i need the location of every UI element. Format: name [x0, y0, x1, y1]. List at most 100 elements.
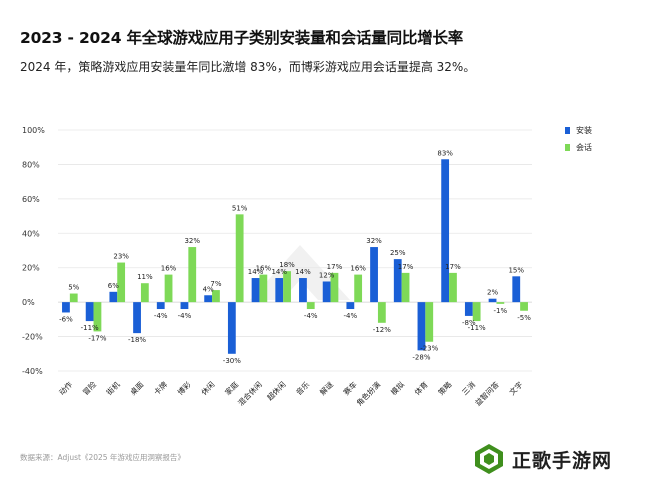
- bar-install: [417, 302, 426, 351]
- x-tick-label: 体育: [412, 379, 430, 397]
- data-label: -1%: [494, 307, 508, 315]
- data-label: -17%: [88, 334, 106, 342]
- bar-install: [346, 302, 355, 310]
- legend-swatch-install: [565, 127, 570, 134]
- bar-session: [354, 274, 363, 303]
- x-tick-label: 冒险: [80, 379, 98, 397]
- x-tick-label: 动作: [57, 379, 75, 397]
- data-label: -28%: [412, 353, 430, 361]
- data-label: 32%: [184, 237, 200, 245]
- data-label: 11%: [137, 273, 153, 281]
- bar-session: [401, 272, 410, 303]
- y-tick-label: 80%: [22, 160, 40, 169]
- data-label: -23%: [420, 345, 438, 353]
- bar-install: [204, 295, 213, 303]
- bar-install: [512, 276, 521, 303]
- x-tick-label: 三消: [459, 379, 477, 397]
- data-label: -4%: [154, 312, 168, 320]
- x-tick-label: 休闲: [199, 379, 217, 397]
- bar-install: [251, 278, 260, 303]
- bar-install: [464, 302, 473, 316]
- bar-install: [227, 302, 236, 354]
- y-tick-label: 40%: [22, 229, 40, 238]
- data-label: -4%: [178, 312, 192, 320]
- y-tick-label: 20%: [22, 264, 40, 273]
- x-tick-label: 超休闲: [265, 379, 288, 402]
- data-label: -6%: [59, 315, 73, 323]
- data-label: 17%: [445, 263, 461, 271]
- data-label: 51%: [232, 204, 248, 212]
- x-tick-label: 街机: [104, 379, 122, 397]
- data-label: 17%: [327, 263, 343, 271]
- bar-session: [283, 271, 291, 303]
- bar-install: [275, 278, 284, 303]
- x-tick-label: 策略: [436, 379, 454, 397]
- legend-label: 安装: [576, 125, 592, 135]
- bar-install: [370, 247, 378, 303]
- chart-subtitle: 2024 年，策略游戏应用安装量年同比激增 83%，而博彩游戏应用会话量提高 3…: [20, 60, 476, 74]
- bar-session: [377, 302, 386, 323]
- legend-label: 会话: [576, 142, 592, 152]
- bar-install: [62, 302, 70, 313]
- x-tick-label: 混合休闲: [236, 379, 264, 407]
- bar-session: [235, 214, 244, 303]
- bar-install: [299, 278, 307, 303]
- bar-install: [133, 302, 141, 334]
- data-label: -11%: [468, 324, 486, 332]
- bar-session: [259, 274, 268, 303]
- data-label: -4%: [344, 312, 358, 320]
- y-tick-label: 100%: [22, 126, 45, 135]
- data-label: 16%: [161, 265, 177, 273]
- data-label: 5%: [68, 284, 79, 292]
- bar-session: [449, 272, 457, 303]
- data-label: 14%: [271, 268, 287, 276]
- data-label: -11%: [81, 324, 99, 332]
- data-label: 15%: [508, 266, 524, 274]
- data-label: 16%: [350, 265, 366, 273]
- bar-session: [117, 262, 126, 303]
- source-note: 数据来源：Adjust《2025 年游戏应用洞察报告》: [20, 453, 185, 462]
- bar-session: [188, 247, 197, 303]
- bar-session: [140, 283, 149, 303]
- chart-title: 2023 - 2024 年全球游戏应用子类别安装量和会话量同比增长率: [20, 29, 464, 47]
- x-tick-label: 家庭: [222, 379, 240, 397]
- data-label: 32%: [366, 237, 382, 245]
- bar-install: [488, 298, 497, 303]
- bar-session: [69, 293, 78, 303]
- data-label: 83%: [437, 149, 453, 157]
- data-label: 6%: [108, 282, 119, 290]
- y-tick-label: -40%: [22, 367, 43, 376]
- data-label: 17%: [398, 263, 414, 271]
- bar-install: [85, 302, 94, 322]
- legend-swatch-session: [565, 144, 570, 151]
- data-label: -4%: [304, 312, 318, 320]
- x-tick-label: 音乐: [294, 379, 312, 397]
- bar-install: [393, 259, 402, 303]
- data-label: 2%: [487, 289, 498, 297]
- bar-session: [306, 302, 315, 310]
- y-tick-label: 60%: [22, 195, 40, 204]
- data-label: 14%: [248, 268, 264, 276]
- data-label: -18%: [128, 336, 146, 344]
- data-label: 18%: [279, 261, 295, 269]
- bar-install: [322, 281, 331, 303]
- data-label: 12%: [319, 271, 335, 279]
- bar-session: [425, 302, 434, 342]
- data-label: 16%: [256, 265, 272, 273]
- watermark: 正歌手游网: [472, 442, 612, 476]
- bar-session: [330, 272, 339, 303]
- y-tick-label: 0%: [22, 298, 35, 307]
- data-label: -5%: [517, 314, 531, 322]
- x-tick-label: 模拟: [388, 379, 406, 397]
- x-tick-label: 桌面: [128, 379, 146, 397]
- watermark-text: 正歌手游网: [512, 449, 613, 472]
- bar-session: [93, 302, 102, 332]
- data-label: 4%: [203, 285, 214, 293]
- data-label: -8%: [462, 319, 476, 327]
- x-tick-label: 益智问答: [473, 379, 502, 408]
- x-tick-label: 文字: [507, 379, 525, 397]
- x-tick-label: 卡牌: [151, 379, 169, 397]
- data-label: -12%: [373, 326, 391, 334]
- x-tick-label: 角色扮演: [354, 379, 383, 408]
- bar-install: [180, 302, 189, 310]
